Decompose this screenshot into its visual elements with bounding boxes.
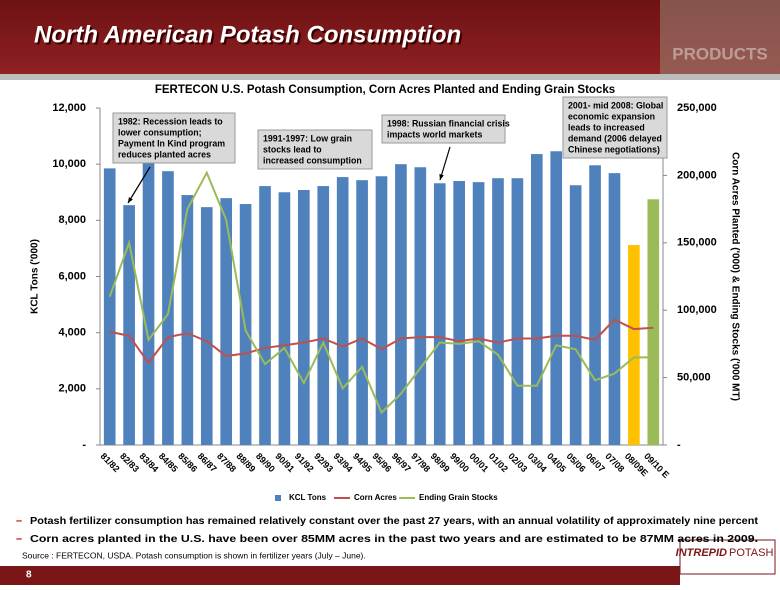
bar [589, 165, 601, 446]
y-tick-label: 6,000 [58, 270, 86, 282]
line [109, 318, 654, 365]
header-rule [0, 74, 780, 80]
bar [336, 177, 349, 445]
annotation-arrow [127, 166, 151, 204]
bar [569, 185, 582, 445]
bullet-text: Corn acres planted in the U.S. have been… [30, 533, 758, 545]
title-shadow: North American Potash Consumption [36, 23, 463, 50]
bar [511, 178, 524, 446]
bullet-marker: – [16, 533, 22, 545]
bar [433, 183, 446, 445]
annotation-text: 2001- mid 2008: Global [568, 100, 663, 110]
bar [395, 164, 407, 445]
bar [530, 154, 543, 445]
y2-axis-label: Corn Acres Planted ('000) & Ending Stock… [729, 152, 740, 401]
annotation-text: economic expansion [568, 111, 655, 121]
slide-title: North American Potash Consumption [34, 21, 461, 48]
y2-tick-label: 100,000 [677, 304, 717, 316]
annotation-box [112, 112, 236, 164]
y-tick-label: 2,000 [58, 383, 86, 395]
annotation-text: reduces planted acres [118, 149, 211, 159]
annotation-text: Payment In Kind program [118, 138, 225, 148]
bar [550, 151, 563, 445]
annotation-text: lower consumption; [118, 127, 202, 137]
y2-tick-label: 200,000 [677, 169, 717, 181]
annotation-text: Chinese negotiations) [568, 144, 660, 154]
bar [142, 158, 155, 446]
header-image-text: PRODUCTS [672, 44, 767, 63]
y2-tick-label: - [677, 439, 681, 451]
bar [123, 205, 135, 445]
legend-label: KCL Tons [289, 493, 327, 502]
bar [259, 186, 271, 446]
annotation-text: 1982: Recession leads to [118, 116, 223, 126]
y-tick-label: 10,000 [52, 158, 86, 170]
legend-label: Ending Grain Stocks [419, 493, 498, 502]
bar [181, 195, 194, 445]
bar [200, 207, 213, 445]
bar [278, 192, 291, 445]
arrow-head [128, 197, 133, 203]
annotation-text: leads to increased [568, 122, 645, 132]
bar [298, 190, 310, 445]
bar [647, 199, 660, 445]
bar [628, 245, 640, 445]
chart-title: FERTECON U.S. Potash Consumption, Corn A… [155, 84, 615, 96]
annotation-box [562, 96, 668, 159]
bullet-text: Potash fertilizer consumption has remain… [30, 515, 759, 527]
bar [162, 171, 174, 445]
bar [317, 186, 330, 446]
bullet-marker: – [16, 515, 22, 527]
logo-word: POTASH [729, 547, 773, 559]
annotation-text: stocks lead to [263, 144, 322, 154]
bar [414, 167, 427, 445]
bar [375, 176, 388, 445]
annotation-text: 1991-1997: Low grain [263, 133, 352, 143]
line [108, 170, 654, 415]
y2-tick-label: 250,000 [677, 102, 717, 114]
y-tick-label: - [82, 439, 86, 451]
source-note: Source : FERTECON, USDA. Potash consumpt… [22, 550, 366, 560]
annotation-arrow [439, 146, 451, 181]
annotation-text: impacts world markets [387, 129, 482, 139]
bar [239, 204, 252, 445]
arrow-head [439, 174, 444, 180]
y-tick-label: 12,000 [52, 102, 86, 114]
chart: FERTECON U.S. Potash Consumption, Corn A… [30, 84, 741, 502]
legend-swatch [275, 495, 281, 501]
footer-band [0, 566, 680, 585]
annotation-box [381, 114, 506, 144]
y2-tick-label: 50,000 [677, 372, 711, 384]
y-tick-label: 4,000 [58, 327, 86, 339]
bar [220, 198, 233, 445]
header-band [0, 0, 780, 74]
header-image [660, 0, 780, 74]
bar [356, 180, 368, 445]
annotation-text: 1998: Russian financial crisis [387, 118, 510, 128]
logo-box [679, 539, 776, 575]
bar [472, 182, 485, 445]
annotation-box [257, 129, 373, 170]
bar [453, 181, 465, 445]
bar [103, 168, 116, 446]
y-axis-label: KCL Tons ('000) [30, 239, 41, 314]
logo-word: INTREPID [676, 547, 727, 559]
annotation-text: demand (2006 delayed [568, 133, 662, 143]
legend-label: Corn Acres [354, 493, 397, 502]
annotation-text: increased consumption [263, 155, 362, 165]
y-tick-label: 8,000 [58, 214, 86, 226]
bar [608, 173, 621, 446]
y2-tick-label: 150,000 [677, 237, 717, 249]
page-number: 8 [26, 570, 32, 581]
bar [492, 178, 504, 446]
